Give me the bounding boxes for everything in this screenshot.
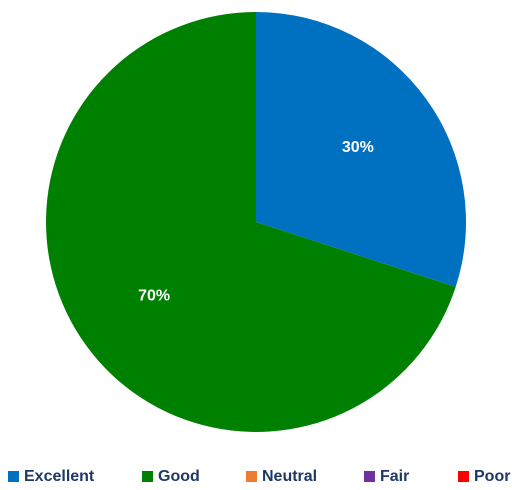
legend-label-good: Good (158, 468, 200, 485)
chart-legend: Excellent Good Neutral Fair Poor (8, 468, 510, 485)
pie-slice-good (45, 12, 456, 432)
legend-swatch-good (142, 471, 153, 482)
legend-label-excellent: Excellent (24, 468, 95, 485)
data-label-good: 70% (138, 287, 170, 304)
pie-slice-excellent (256, 12, 466, 287)
pie-slices (45, 12, 466, 432)
legend-label-fair: Fair (380, 468, 409, 485)
data-label-excellent: 30% (342, 139, 374, 156)
pie-slice-labels: 30% 70% (138, 139, 374, 304)
legend-swatch-poor (458, 471, 469, 482)
legend-label-neutral: Neutral (262, 468, 317, 485)
legend-swatch-fair (364, 471, 375, 482)
legend-swatch-neutral (246, 471, 257, 482)
legend-label-poor: Poor (474, 468, 510, 485)
legend-swatch-excellent (8, 471, 19, 482)
